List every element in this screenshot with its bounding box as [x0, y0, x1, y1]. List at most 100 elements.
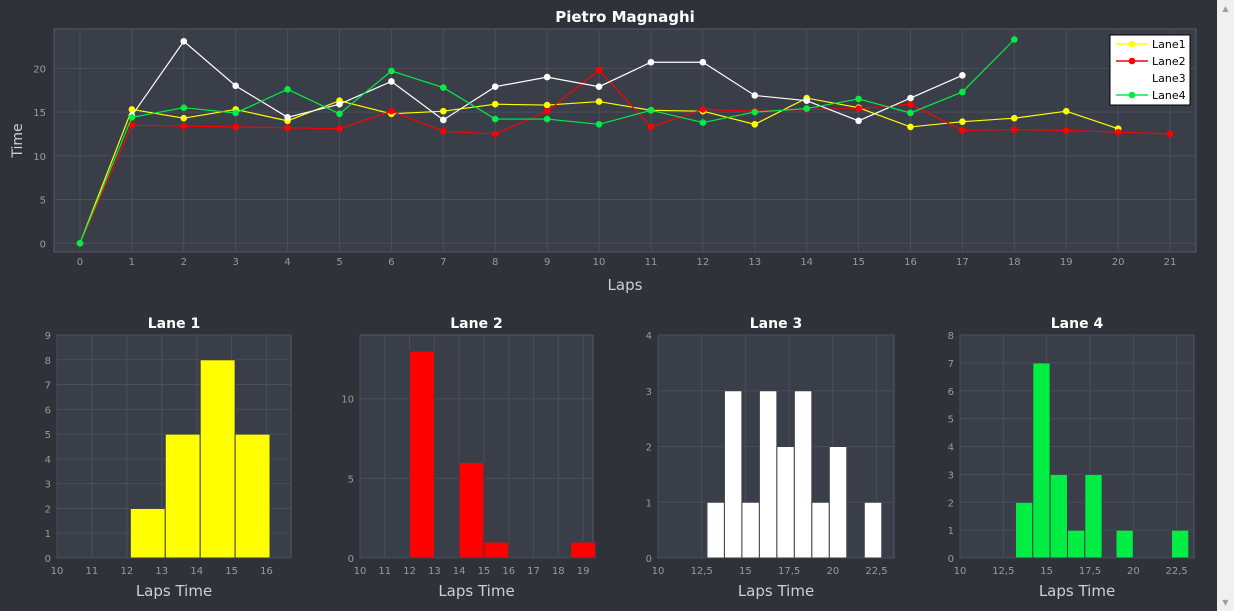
- histogram-title: Lane 1: [148, 316, 200, 332]
- data-point-lane1: [1011, 114, 1018, 122]
- data-point-lane2: [440, 128, 447, 135]
- legend-entry: Lane4: [1152, 89, 1186, 102]
- x-tick-label: 15: [225, 566, 238, 577]
- data-point-lane2: [491, 130, 499, 138]
- chart-title: Pietro Magnaghi: [555, 8, 695, 26]
- x-tick-label: 20: [1127, 566, 1140, 577]
- histogram-bar: [164, 433, 201, 559]
- data-point-lane4: [803, 105, 810, 112]
- series-line-lane2: [79, 69, 1171, 244]
- x-tick-label: 10: [954, 566, 967, 577]
- histogram-bar: [483, 541, 510, 559]
- data-point-lane2: [388, 107, 395, 115]
- y-tick-label: 10: [33, 152, 46, 163]
- data-point-lane1: [491, 100, 499, 108]
- x-tick-label: 13: [155, 566, 168, 577]
- histogram-bar: [199, 359, 236, 559]
- data-point-lane3: [180, 37, 188, 45]
- histogram-bar: [741, 501, 760, 559]
- histogram-bar: [1014, 501, 1034, 559]
- data-point-lane4: [76, 239, 84, 247]
- y-tick-label: 4: [646, 331, 652, 342]
- data-point-lane3: [907, 94, 914, 102]
- histogram-bar: [570, 541, 596, 559]
- x-tick-label: 22,5: [865, 566, 887, 577]
- data-point-lane2: [699, 106, 707, 113]
- y-tick-label: 3: [646, 387, 652, 398]
- x-tick-label: 20: [826, 566, 839, 577]
- data-point-lane3: [284, 114, 291, 121]
- data-point-lane4: [128, 114, 136, 121]
- x-tick-label: 18: [552, 566, 565, 577]
- data-point-lane2: [959, 127, 966, 134]
- y-tick-label: 5: [348, 474, 354, 485]
- y-tick-label: 3: [45, 480, 51, 491]
- y-tick-label: 4: [45, 455, 51, 466]
- histogram-bar: [793, 390, 813, 559]
- x-tick-label: 10: [51, 566, 64, 577]
- data-point-lane4: [440, 84, 447, 91]
- x-tick-label: 5: [336, 257, 342, 268]
- data-point-lane1: [907, 123, 914, 131]
- histogram-bar: [706, 501, 725, 559]
- y-tick-label: 1: [948, 526, 954, 537]
- data-point-lane2: [336, 125, 343, 132]
- histogram-lane-3: 10 12,5 15 17,5 20 22,5 0 1 2 3 4 Lane 3 Laps Time: [646, 316, 895, 600]
- y-tick-label: 6: [948, 387, 954, 398]
- x-tick-label: 3: [232, 257, 238, 268]
- histogram-bar: [863, 501, 883, 559]
- data-point-lane1: [1062, 107, 1070, 115]
- legend-box: [1109, 34, 1191, 106]
- data-point-lane2: [543, 107, 551, 115]
- vertical-scrollbar[interactable]: ▲ ▼: [1217, 0, 1234, 611]
- data-point-lane1: [180, 114, 188, 122]
- data-point-lane2: [907, 100, 914, 108]
- histogram-bar: [1032, 362, 1051, 559]
- y-tick-label: 10: [341, 395, 354, 406]
- plot-area: [53, 28, 1197, 253]
- histogram-bar: [1084, 473, 1103, 559]
- x-tick-label: 2: [181, 257, 187, 268]
- x-tick-label: 10: [593, 257, 606, 268]
- y-tick-label: 2: [45, 504, 51, 515]
- chevron-up-icon[interactable]: ▲: [1222, 4, 1229, 13]
- data-point-lane2: [855, 105, 862, 112]
- x-tick-label: 11: [645, 257, 658, 268]
- data-point-lane3: [336, 100, 343, 108]
- data-point-lane3: [543, 73, 551, 81]
- data-point-lane3: [803, 97, 810, 105]
- x-axis-label: Laps Time: [136, 582, 212, 600]
- data-point-lane4: [180, 104, 188, 112]
- y-tick-label: 5: [948, 415, 954, 426]
- x-tick-label: 8: [492, 257, 498, 268]
- legend-entry: Lane3: [1152, 72, 1186, 85]
- x-tick-label: 20: [1112, 257, 1125, 268]
- chevron-down-icon[interactable]: ▼: [1222, 598, 1229, 607]
- x-tick-label: 14: [190, 566, 203, 577]
- data-point-lane4: [907, 109, 914, 117]
- data-point-lane2: [284, 124, 291, 132]
- histogram-bar: [776, 446, 795, 559]
- x-tick-label: 12: [120, 566, 133, 577]
- x-tick-label: 15: [852, 257, 865, 268]
- legend-swatch-marker: [1128, 91, 1136, 99]
- data-point-lane2: [647, 123, 655, 131]
- line-chart: 0 1 2 3 4 5 6 7 8 9 10 11 12 13 14 15 16 17 18 19 20 21051015…: [10, 8, 1197, 294]
- y-tick-label: 20: [33, 64, 46, 75]
- data-point-lane3: [388, 78, 395, 85]
- data-point-lane3: [751, 92, 759, 99]
- x-tick-label: 15: [1040, 566, 1053, 577]
- x-tick-label: 12: [696, 257, 709, 268]
- legend-entry: Lane1: [1152, 38, 1186, 51]
- x-tick-label: 11: [378, 566, 391, 577]
- data-point-lane4: [232, 109, 239, 117]
- y-tick-label: 0: [948, 554, 954, 565]
- x-tick-label: 10: [354, 566, 367, 577]
- y-axis-label: Time: [10, 123, 26, 158]
- data-point-lane1: [595, 98, 603, 105]
- x-tick-label: 13: [428, 566, 441, 577]
- y-tick-label: 0: [348, 554, 354, 565]
- data-point-lane4: [284, 86, 291, 93]
- x-tick-label: 0: [77, 257, 83, 268]
